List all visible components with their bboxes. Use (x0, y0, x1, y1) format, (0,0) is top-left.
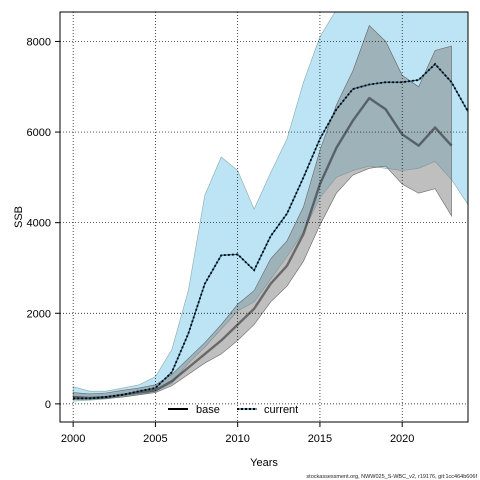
y-axis: 0 2000 4000 6000 8000 (27, 36, 60, 411)
y-axis-title: SSB (13, 206, 25, 228)
band-current (72, 12, 468, 402)
y-tick-label-4000: 4000 (27, 218, 51, 230)
legend-label-current: current (264, 404, 298, 416)
x-tick-label-2010: 2010 (225, 433, 249, 445)
plot-frame (59, 11, 469, 423)
x-axis: 2000 2005 2010 2015 2020 (61, 422, 414, 445)
y-tick-label-2000: 2000 (27, 308, 51, 320)
legend: base current (168, 404, 298, 416)
y-tick-label-6000: 6000 (27, 127, 51, 139)
footer-text: stockassessment.org, NWW025_S-WBC_v2, r1… (306, 474, 477, 480)
x-tick-label-2020: 2020 (390, 433, 414, 445)
line-base (73, 96, 453, 400)
x-tick-label-2015: 2015 (308, 433, 332, 445)
series-lines (73, 62, 468, 400)
legend-label-base: base (196, 404, 220, 416)
y-tick-label-0: 0 (45, 399, 51, 411)
x-tick-label-2000: 2000 (61, 433, 85, 445)
band-base (72, 25, 452, 400)
x-axis-title: Years (250, 457, 278, 469)
line-current (73, 63, 468, 400)
grid (60, 12, 468, 422)
y-tick-label-8000: 8000 (27, 36, 51, 48)
confidence-bands (72, 12, 468, 402)
x-tick-label-2005: 2005 (143, 433, 167, 445)
